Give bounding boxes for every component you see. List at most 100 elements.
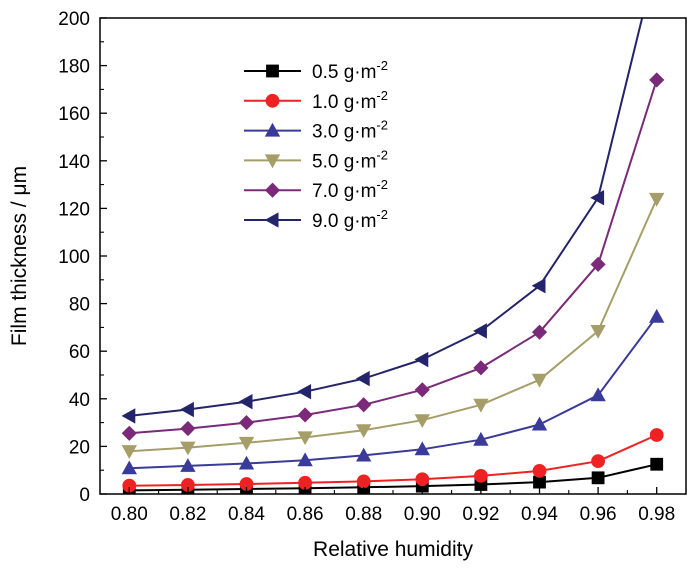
x-tick-label: 0.96 bbox=[580, 504, 617, 525]
data-point bbox=[356, 397, 372, 413]
data-point bbox=[473, 398, 489, 413]
series-5 bbox=[121, 72, 665, 441]
x-tick-label: 0.98 bbox=[638, 504, 675, 525]
legend-entry-6: 9.0 g·m-2 bbox=[244, 207, 388, 232]
y-axis: 0 20 40 60 80 100 120 140 160 180 200 bbox=[58, 9, 107, 506]
data-point bbox=[590, 324, 606, 339]
data-point bbox=[238, 415, 255, 431]
legend-entry-4: 5.0 g·m-2 bbox=[244, 147, 388, 172]
data-point bbox=[649, 72, 665, 88]
data-point bbox=[415, 472, 430, 487]
x-tick-label: 0.92 bbox=[462, 504, 499, 525]
data-point bbox=[297, 383, 312, 400]
legend-label: 1.0 g·m-2 bbox=[312, 88, 388, 113]
legend-marker bbox=[264, 182, 281, 198]
data-point bbox=[238, 455, 255, 470]
legend-marker bbox=[266, 64, 279, 78]
data-point bbox=[531, 324, 548, 340]
legend-superscript: -2 bbox=[376, 177, 388, 192]
data-point bbox=[121, 460, 137, 475]
x-tick-label: 0.94 bbox=[521, 504, 558, 525]
data-point bbox=[356, 447, 372, 462]
data-point bbox=[533, 475, 546, 489]
y-tick-label: 0 bbox=[79, 485, 90, 506]
x-tick-label: 0.80 bbox=[111, 504, 148, 525]
y-tick-label: 140 bbox=[58, 152, 90, 173]
y-tick-label: 160 bbox=[58, 104, 90, 125]
legend-marker bbox=[264, 122, 281, 137]
data-point bbox=[297, 452, 313, 467]
data-point bbox=[414, 351, 429, 368]
data-point bbox=[591, 471, 605, 485]
legend-superscript: -2 bbox=[376, 118, 388, 133]
legend-label: 5.0 g·m-2 bbox=[312, 147, 388, 172]
legend-label: 9.0 g·m-2 bbox=[312, 207, 388, 232]
data-point bbox=[238, 393, 253, 410]
legend-entry-1: 0.5 g·m-2 bbox=[244, 58, 388, 83]
y-tick-label: 180 bbox=[58, 57, 90, 78]
data-point bbox=[473, 431, 489, 446]
legend-marker bbox=[264, 154, 281, 169]
series-line bbox=[129, 316, 658, 470]
legend-superscript: -2 bbox=[376, 88, 388, 103]
data-point bbox=[121, 408, 136, 424]
series-3 bbox=[121, 308, 665, 475]
series-line bbox=[129, 18, 644, 417]
data-point bbox=[121, 425, 137, 441]
series-layer bbox=[121, 18, 665, 494]
data-point bbox=[414, 414, 430, 429]
data-point bbox=[649, 192, 665, 207]
data-point bbox=[121, 445, 137, 459]
data-point bbox=[414, 382, 430, 398]
data-point bbox=[531, 373, 548, 388]
y-tick-label: 20 bbox=[69, 437, 90, 458]
data-point bbox=[355, 370, 370, 387]
series-line bbox=[129, 463, 657, 492]
y-tick-label: 120 bbox=[58, 199, 90, 220]
legend-label: 0.5 g·m-2 bbox=[312, 58, 388, 83]
data-point bbox=[590, 387, 606, 402]
data-point bbox=[180, 420, 196, 437]
y-axis-title: Film thickness / μm bbox=[8, 166, 31, 346]
data-point bbox=[650, 457, 664, 471]
series-2 bbox=[122, 428, 664, 493]
legend-label: 7.0 g·m-2 bbox=[312, 177, 388, 202]
data-point bbox=[356, 474, 371, 489]
x-tick-label: 0.84 bbox=[228, 504, 265, 525]
series-4 bbox=[121, 192, 665, 459]
data-point bbox=[649, 428, 664, 442]
x-tick-label: 0.88 bbox=[345, 504, 382, 525]
data-point bbox=[649, 308, 665, 323]
legend-entry-3: 3.0 g·m-2 bbox=[244, 118, 388, 143]
y-tick-label: 60 bbox=[69, 342, 90, 363]
data-point bbox=[590, 256, 606, 272]
data-point bbox=[531, 278, 546, 294]
legend-superscript: -2 bbox=[376, 58, 388, 73]
series-line bbox=[129, 434, 658, 487]
y-tick-label: 40 bbox=[69, 390, 90, 411]
legend-marker bbox=[265, 93, 280, 108]
x-axis: 0.80 0.82 0.84 0.86 0.88 0.90 0.92 0.94 0.96 0.98 bbox=[111, 487, 675, 525]
series-line bbox=[129, 79, 658, 435]
y-tick-label: 80 bbox=[69, 295, 90, 316]
data-point bbox=[297, 431, 313, 446]
x-tick-label: 0.86 bbox=[287, 504, 324, 525]
legend-label: 3.0 g·m-2 bbox=[312, 118, 388, 143]
legend-marker bbox=[264, 212, 279, 228]
series-6 bbox=[121, 18, 644, 424]
legend-superscript: -2 bbox=[376, 147, 388, 162]
legend-superscript: -2 bbox=[376, 207, 388, 222]
data-point bbox=[473, 360, 489, 376]
data-point bbox=[180, 441, 196, 456]
legend-entry-2: 1.0 g·m-2 bbox=[244, 88, 388, 113]
series-line bbox=[129, 198, 658, 453]
data-point bbox=[297, 407, 313, 423]
x-tick-label: 0.82 bbox=[169, 504, 206, 525]
data-point bbox=[180, 458, 196, 472]
data-point bbox=[238, 436, 255, 451]
y-tick-label: 200 bbox=[58, 9, 90, 30]
data-point bbox=[531, 416, 548, 431]
data-point bbox=[180, 401, 194, 418]
y-tick-label: 100 bbox=[58, 247, 90, 268]
